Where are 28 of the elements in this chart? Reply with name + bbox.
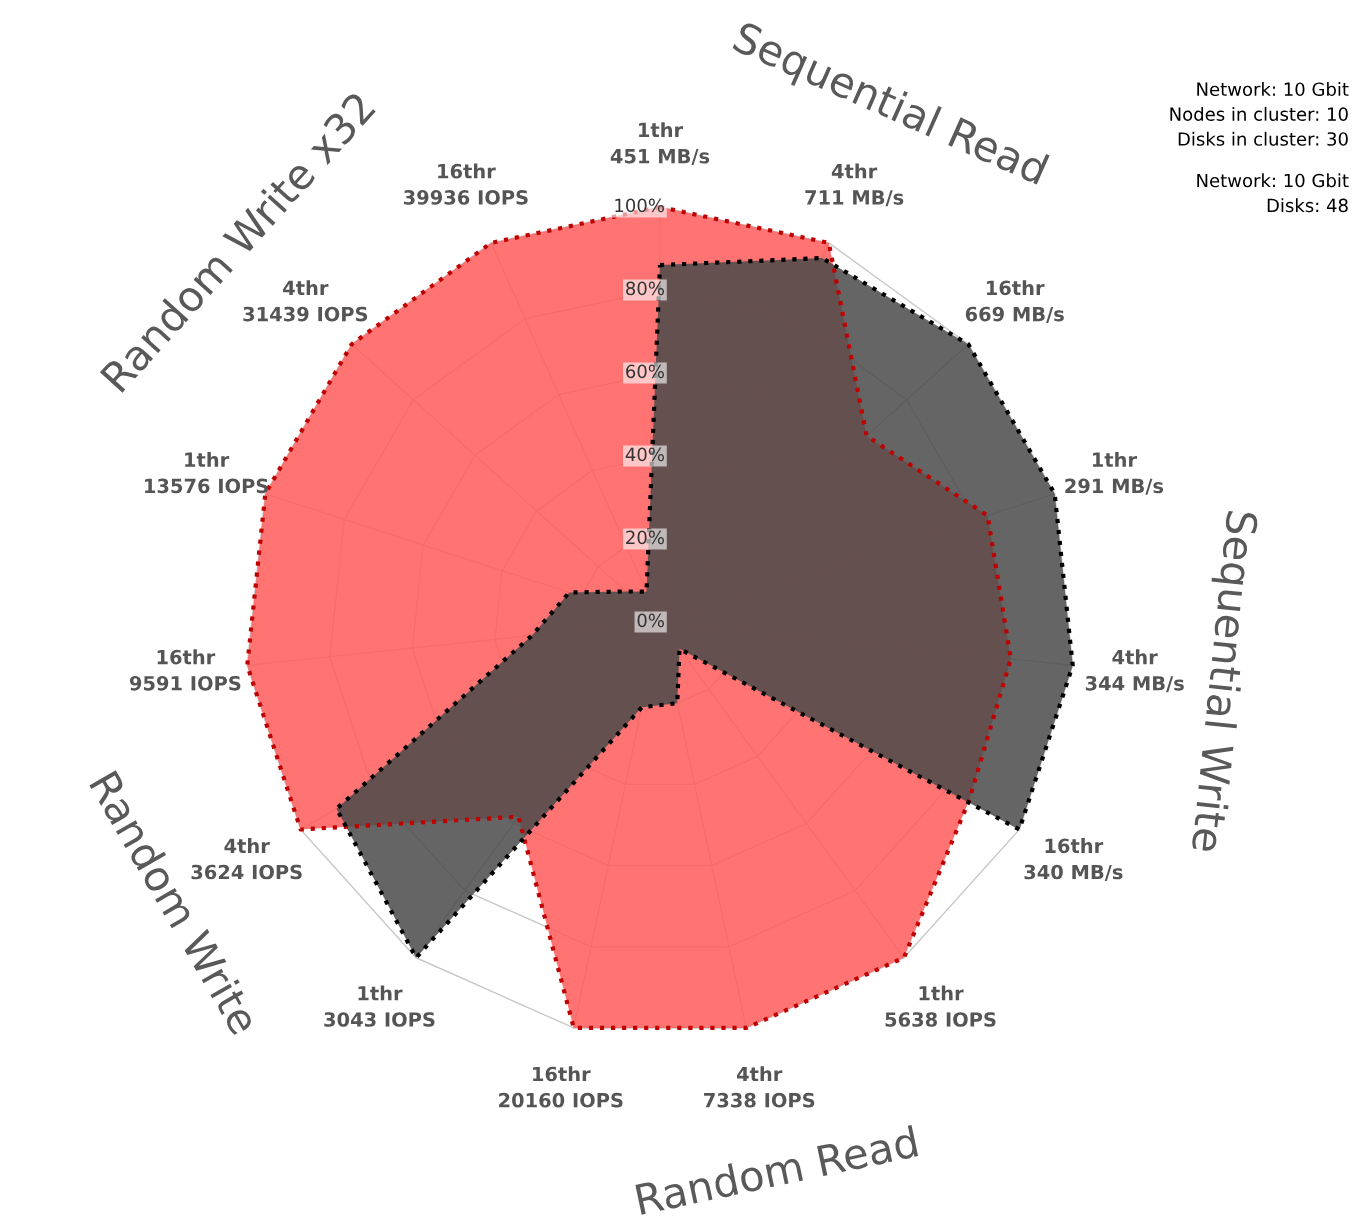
- spoke-label: 16thr 669 MB/s: [965, 280, 1064, 323]
- spoke-label: 16thr 20160 IOPS: [499, 1066, 623, 1108]
- y-tick-label: 60%: [626, 364, 664, 379]
- spoke-label: 4thr 711 MB/s: [805, 163, 904, 207]
- spoke-label: 1thr 5638 IOPS: [885, 985, 996, 1027]
- y-tick-label: 20%: [626, 530, 664, 545]
- spoke-label: 16thr 9591 IOPS: [129, 649, 241, 691]
- y-tick-label: 100%: [615, 198, 664, 213]
- spoke-label: 16thr 340 MB/s: [1024, 838, 1123, 881]
- spoke-label: 4thr 31439 IOPS: [243, 280, 368, 322]
- spoke-label: 1thr 451 MB/s: [610, 122, 710, 166]
- spoke-label: 1thr 3043 IOPS: [324, 985, 435, 1027]
- y-tick-label: 40%: [625, 447, 664, 462]
- spoke-label: 16thr 39936 IOPS: [403, 163, 528, 205]
- text: Disks: 48: [1267, 198, 1348, 213]
- text: Disks in cluster: 30: [1178, 131, 1348, 146]
- text: Sequential Write: [1183, 509, 1260, 853]
- text: Network: 10 Gbit: [1197, 82, 1349, 97]
- text: Random Read: [635, 1124, 919, 1216]
- y-tick-label: 80%: [626, 281, 664, 296]
- spoke-label: 1thr 291 MB/s: [1065, 452, 1164, 495]
- spoke-label: 4thr 3624 IOPS: [191, 838, 302, 880]
- spoke-label: 4thr 344 MB/s: [1085, 649, 1184, 693]
- text: Nodes in cluster: 10: [1170, 106, 1348, 121]
- spoke-label: 4thr 7338 IOPS: [704, 1066, 815, 1108]
- y-tick-label: 0%: [637, 613, 664, 628]
- text: Network: 10 Gbit: [1197, 173, 1349, 188]
- spoke-label: 1thr 13576 IOPS: [145, 452, 268, 494]
